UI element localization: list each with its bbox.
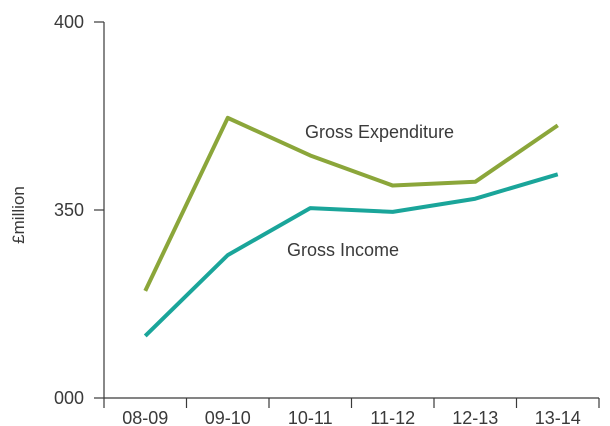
series-label-gross-expenditure: Gross Expenditure: [305, 122, 454, 142]
x-tick-label: 08-09: [122, 408, 168, 426]
x-axis-ticks: 08-09 09-10 10-11 11-12 12-13 13-14: [103, 398, 600, 426]
x-tick-label: 09-10: [205, 408, 251, 426]
y-tick-label: 000: [54, 388, 84, 408]
x-tick-label: 12-13: [452, 408, 498, 426]
series-label-gross-income: Gross Income: [287, 240, 399, 260]
x-tick-label: 13-14: [535, 408, 581, 426]
series-lines: [143, 115, 559, 338]
series-line-gross-expenditure: [143, 115, 559, 292]
series-line-gross-income: [143, 172, 559, 338]
x-tick-label: 10-11: [288, 408, 333, 426]
y-axis-title: £million: [9, 186, 28, 244]
y-tick-label: 350: [54, 200, 84, 220]
y-axis-ticks: 000 350 400: [54, 12, 104, 408]
x-tick-label: 11-12: [370, 408, 415, 426]
y-tick-label: 400: [54, 12, 84, 32]
